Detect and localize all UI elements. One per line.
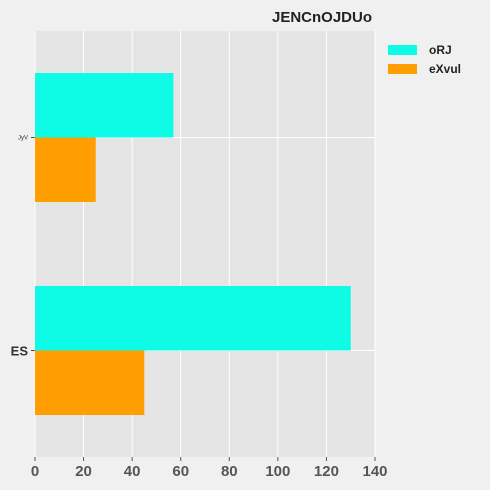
x-tick-label: 100: [265, 463, 290, 480]
y-axis-ticks: ES JyV: [11, 136, 35, 359]
legend-label-oRJ: oRJ: [429, 43, 452, 57]
legend-label-eXvul: eXvul: [429, 62, 461, 76]
x-tick-label: 0: [31, 463, 39, 480]
x-tick-label: 140: [362, 463, 387, 480]
x-tick-label: 120: [314, 463, 339, 480]
x-axis-ticks: 0 20 40 60 80 100 120 140: [31, 457, 388, 480]
bar-oRJ-JyV: [35, 73, 174, 138]
bar-oRJ-ES: [35, 286, 351, 351]
x-tick-label: 20: [75, 463, 92, 480]
x-tick-label: 40: [124, 463, 141, 480]
chart-title: JENCnOJDUo: [272, 9, 372, 26]
y-tick-label: ES: [11, 344, 29, 359]
x-tick-label: 80: [221, 463, 238, 480]
x-tick-label: 60: [172, 463, 189, 480]
legend: oRJ eXvul: [388, 43, 461, 76]
y-tick-label: JyV: [18, 136, 28, 142]
bar-eXvul-JyV: [35, 137, 96, 202]
bars: [35, 73, 351, 415]
bar-eXvul-ES: [35, 350, 145, 415]
legend-swatch-oRJ: [388, 45, 417, 55]
legend-swatch-eXvul: [388, 64, 417, 74]
